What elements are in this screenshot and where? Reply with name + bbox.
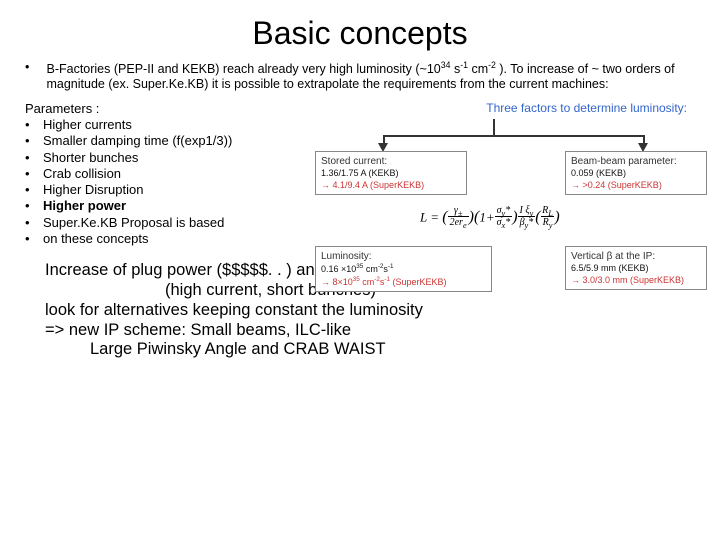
param-item: Higher currents	[43, 117, 132, 133]
box-vertical-beta: Vertical β at the IP: 6.5/5.9 mm (KEKB) …	[565, 246, 707, 290]
param-item: on these concepts	[43, 231, 149, 247]
slide-title: Basic concepts	[25, 15, 695, 52]
luminosity-formula: L = (γ±2ere)(1+σy*σx*)I ξyβy*(RLRy)	[420, 206, 560, 231]
luminosity-diagram: Three factors to determine luminosity: S…	[305, 101, 695, 247]
conclusion-line: Large Piwinsky Angle and CRAB WAIST	[25, 340, 695, 360]
box-beam-beam: Beam-beam parameter: 0.059 (KEKB) → >0.2…	[565, 151, 707, 195]
box-luminosity: Luminosity: 0.16 ×1035 cm-2s-1 → 8×1035 …	[315, 246, 492, 292]
intro-bullet: • B-Factories (PEP-II and KEKB) reach al…	[25, 60, 695, 91]
box-stored-current: Stored current: 1.36/1.75 A (KEKB) → 4.1…	[315, 151, 467, 195]
param-item: Higher power	[43, 198, 126, 214]
param-item: Higher Disruption	[43, 182, 143, 198]
conclusion-line: look for alternatives keeping constant t…	[25, 301, 695, 321]
param-item: Shorter bunches	[43, 150, 138, 166]
conclusion-line: => new IP scheme: Small beams, ILC-like	[25, 321, 695, 341]
param-item: Super.Ke.KB Proposal is based	[43, 215, 224, 231]
diagram-heading: Three factors to determine luminosity:	[305, 101, 695, 115]
parameters-list: Parameters : •Higher currents •Smaller d…	[25, 101, 295, 247]
param-item: Crab collision	[43, 166, 121, 182]
params-header: Parameters :	[25, 101, 295, 117]
param-item: Smaller damping time (f(exp1/3))	[43, 133, 232, 149]
intro-text: B-Factories (PEP-II and KEKB) reach alre…	[46, 60, 686, 91]
